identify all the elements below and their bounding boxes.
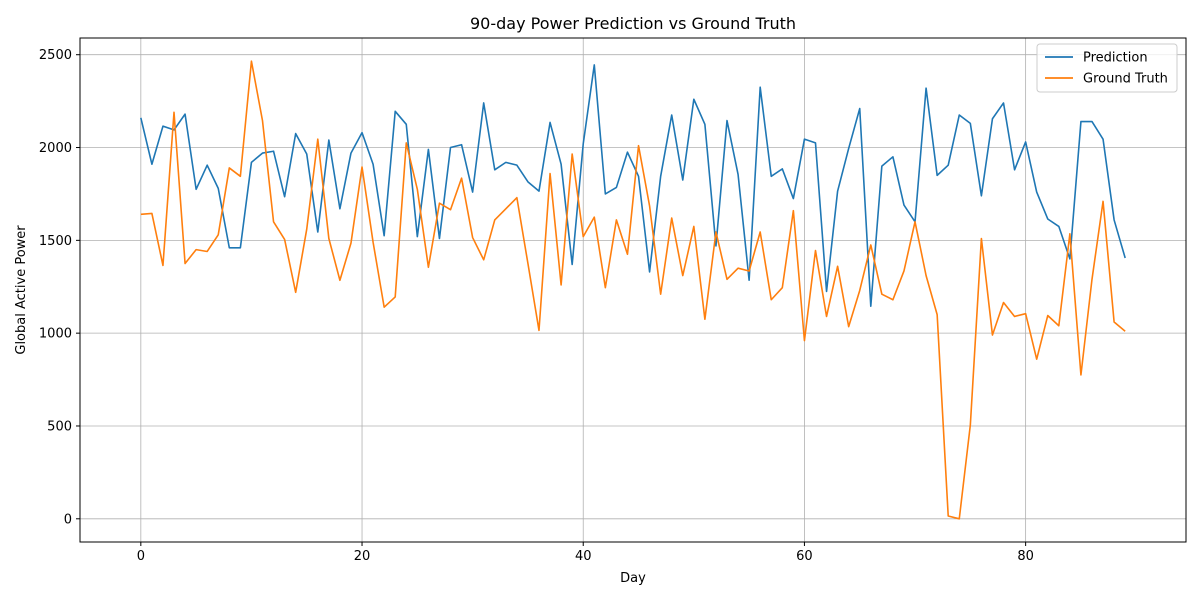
grid-lines [80,38,1186,542]
series-line-ground-truth [140,60,1126,520]
y-tick-label: 500 [47,419,72,434]
plot-frame [79,37,1187,543]
x-tick-label: 20 [354,549,371,564]
legend-label-ground-truth: Ground Truth [1083,72,1168,87]
y-tick-label: 2500 [39,48,72,63]
chart-title: 90-day Power Prediction vs Ground Truth [470,14,796,33]
y-axis-ticks: 0 500 1000 1500 2000 2500 [39,48,80,527]
x-tick-label: 60 [796,549,813,564]
x-tick-label: 80 [1017,549,1034,564]
series-lines [140,60,1126,520]
legend-label-prediction: Prediction [1083,51,1148,66]
legend-box [1036,43,1178,93]
y-tick-label: 1000 [39,327,72,342]
x-tick-label: 0 [137,549,145,564]
series-line-prediction [140,64,1126,308]
x-axis-label: Day [620,571,646,586]
y-axis-label: Global Active Power [14,225,29,355]
y-tick-label: 0 [64,512,72,527]
y-tick-label: 1500 [39,234,72,249]
legend: Prediction Ground Truth [1036,43,1178,93]
x-tick-label: 40 [575,549,592,564]
x-axis-ticks: 0 20 40 60 80 [137,542,1034,564]
y-tick-label: 2000 [39,141,72,156]
